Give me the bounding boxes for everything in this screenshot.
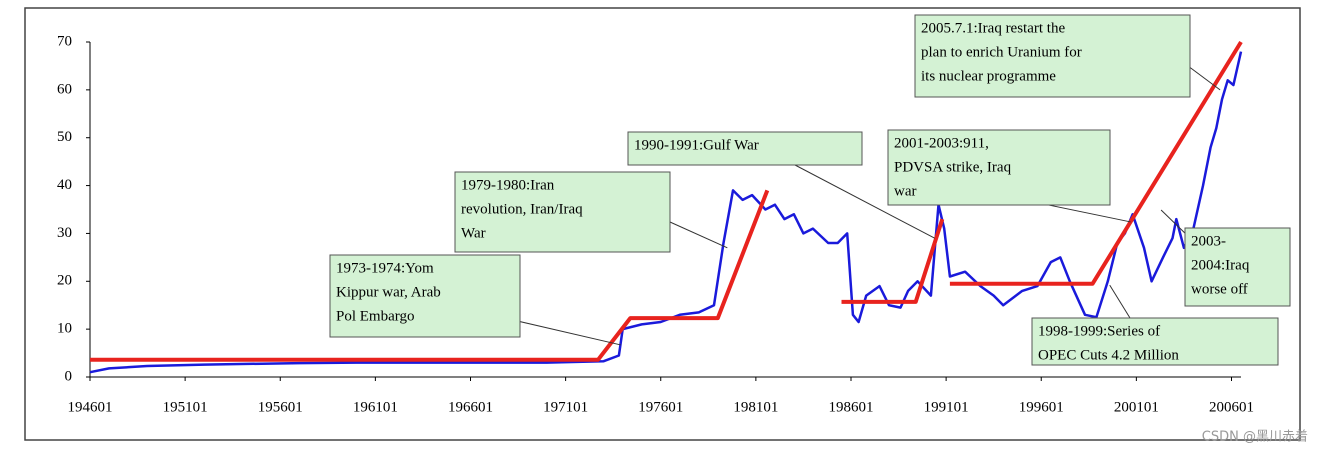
y-tick-label: 50 [57, 129, 72, 145]
watermark: CSDN @黑川赤着 [1202, 429, 1308, 445]
callout-line [1109, 284, 1131, 319]
x-tick-label: 198601 [828, 399, 873, 415]
annotation-box [329, 254, 521, 338]
x-tick-label: 197101 [543, 399, 588, 415]
annotation-text: 2005.7.1:Iraq restart the [921, 20, 1065, 36]
callout-line [794, 164, 935, 239]
x-tick-label: 199601 [1019, 399, 1064, 415]
annotation-text: its nuclear programme [921, 68, 1056, 84]
annotation-text: Pol Embargo [336, 308, 414, 324]
data-line [90, 40, 1243, 362]
annotation-text: War [461, 225, 486, 241]
x-tick-label: 199101 [924, 399, 969, 415]
y-tick-label: 70 [57, 33, 72, 49]
annotation-text: 1998-1999:Series of [1038, 323, 1160, 339]
frame [24, 7, 1301, 441]
annotation-text: OPEC Cuts 4.2 Million [1038, 347, 1179, 363]
callout-line [669, 221, 728, 249]
annotation-text: 2004:Iraq [1191, 257, 1250, 273]
x-tick-label: 200101 [1114, 399, 1159, 415]
annotation-text: 1990-1991:Gulf War [634, 137, 759, 153]
annotation-box [627, 131, 863, 166]
annotation-text: 1973-1974:Yom [336, 260, 434, 276]
y-tick-label: 20 [57, 273, 72, 289]
y-tick-label: 30 [57, 225, 72, 241]
y-tick-label: 40 [57, 177, 72, 193]
annotation-box [914, 14, 1191, 98]
y-tick-label: 60 [57, 81, 72, 97]
y-tick-label: 10 [57, 321, 72, 337]
data-line [89, 51, 1243, 374]
annotation-text: revolution, Iran/Iraq [461, 201, 583, 217]
annotation-box [454, 171, 671, 253]
annotation-box [1184, 227, 1291, 307]
annotation-text: 2003- [1191, 233, 1226, 249]
x-tick-label: 195601 [258, 399, 303, 415]
x-tick-label: 196601 [448, 399, 493, 415]
annotation-text: Kippur war, Arab [336, 284, 441, 300]
x-tick-label: 195101 [163, 399, 208, 415]
annotation-text: PDVSA strike, Iraq [894, 159, 1012, 175]
annotation-text: 2001-2003:911, [894, 135, 989, 151]
x-tick-label: 197601 [638, 399, 683, 415]
annotation-box [1031, 317, 1279, 366]
annotation-text: plan to enrich Uranium for [921, 44, 1082, 60]
y-tick-label: 0 [65, 368, 73, 384]
x-tick-label: 196101 [353, 399, 398, 415]
annotation-box [887, 129, 1111, 206]
annotation-text: 1979-1980:Iran [461, 177, 555, 193]
annotation-text: worse off [1191, 281, 1248, 297]
x-tick-label: 198101 [733, 399, 778, 415]
x-tick-label: 194601 [68, 399, 113, 415]
x-tick-label: 200601 [1209, 399, 1254, 415]
annotation-text: war [894, 183, 917, 199]
